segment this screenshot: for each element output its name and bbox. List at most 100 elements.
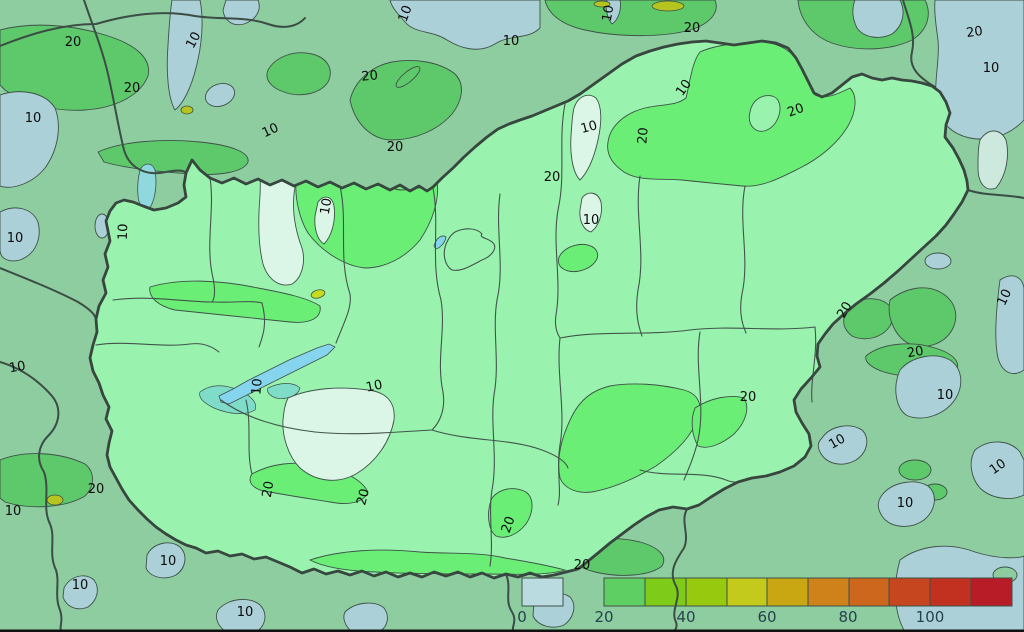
lake-balaton bbox=[218, 343, 336, 405]
county-line bbox=[431, 429, 569, 469]
legend-tick-label: 20 bbox=[594, 608, 613, 626]
contour-label-10: 10 bbox=[937, 388, 954, 403]
legend-box bbox=[766, 577, 809, 607]
contour-label-10: 10 bbox=[7, 231, 24, 246]
contour-label-10: 10 bbox=[5, 504, 22, 519]
contour-label-20: 20 bbox=[544, 170, 561, 185]
contour-region-0-10 bbox=[995, 275, 1024, 374]
contour-region-30-40 bbox=[651, 0, 685, 12]
county-line bbox=[554, 103, 566, 339]
contour-region-0-10 bbox=[389, 0, 541, 50]
contour-region-0-10 bbox=[924, 252, 952, 270]
contour-label-20: 20 bbox=[354, 487, 373, 507]
contour-label-20: 20 bbox=[88, 482, 105, 497]
county-line-budapest bbox=[443, 228, 496, 271]
contour-label-20: 20 bbox=[361, 68, 379, 84]
legend-box bbox=[603, 577, 646, 607]
contour-label-10: 10 bbox=[365, 378, 384, 396]
contour-region-20 bbox=[888, 287, 957, 347]
contour-region-0-10 bbox=[204, 83, 236, 107]
contour-region-20 bbox=[308, 549, 567, 575]
contour-label-10: 10 bbox=[160, 554, 177, 569]
contour-region-0-10 bbox=[877, 481, 935, 527]
contour-region-20 bbox=[898, 459, 932, 481]
border-at-slo bbox=[0, 267, 97, 320]
contour-region-0-10 bbox=[605, 0, 621, 25]
border-hr-srb bbox=[505, 573, 516, 632]
contour-region-0-10 bbox=[579, 192, 602, 233]
legend-tick-label: 80 bbox=[838, 608, 857, 626]
border-at-sk bbox=[83, 0, 187, 175]
contour-region-0-10 bbox=[62, 575, 98, 610]
county-line bbox=[335, 185, 351, 344]
contour-label-20: 20 bbox=[65, 35, 82, 50]
county-line bbox=[95, 342, 220, 353]
contour-label-20: 20 bbox=[906, 344, 925, 362]
contour-label-10: 10 bbox=[826, 431, 848, 452]
contour-label-10: 10 bbox=[237, 605, 254, 620]
county-line bbox=[636, 175, 643, 337]
contour-label-20: 20 bbox=[387, 140, 404, 155]
legend-box bbox=[685, 577, 728, 607]
contour-label-20: 20 bbox=[834, 299, 855, 321]
legend-box bbox=[521, 577, 564, 607]
county-line bbox=[220, 399, 433, 435]
county-line bbox=[557, 337, 563, 506]
county-line bbox=[489, 193, 501, 567]
county-line bbox=[740, 185, 747, 334]
contour-region-30-40 bbox=[46, 494, 64, 506]
contour-region-0-10 bbox=[852, 0, 904, 38]
legend-box bbox=[929, 577, 972, 607]
lake-velence bbox=[433, 235, 447, 250]
contour-region-20 bbox=[395, 66, 421, 88]
contour-label-20: 20 bbox=[574, 558, 591, 573]
legend-colorbar: 0 20 40 60 80 100 bbox=[517, 577, 1013, 626]
contour-labels: 10 10 10 10 10 10 10 10 10 10 10 10 10 10 10 10 10 10 10 10… bbox=[5, 3, 1015, 620]
legend-box bbox=[644, 577, 687, 607]
contour-label-10: 10 bbox=[183, 30, 204, 52]
county-line bbox=[112, 297, 263, 304]
legend-box bbox=[970, 577, 1013, 607]
contour-region-20 bbox=[266, 52, 331, 96]
county-line bbox=[245, 399, 253, 475]
contour-label-20: 20 bbox=[635, 127, 651, 145]
contour-label-10: 10 bbox=[396, 3, 416, 24]
contour-label-20: 20 bbox=[684, 21, 701, 36]
legend-box bbox=[807, 577, 850, 607]
legend-box bbox=[848, 577, 891, 607]
contour-label-10: 10 bbox=[897, 496, 914, 511]
border-slo-hr bbox=[0, 361, 63, 632]
legend-tick-label: 40 bbox=[676, 608, 695, 626]
contour-label-10: 10 bbox=[579, 118, 599, 137]
county-line bbox=[431, 187, 445, 431]
contour-label-20: 20 bbox=[124, 81, 141, 96]
county-line bbox=[559, 326, 816, 339]
county-line bbox=[258, 302, 266, 348]
contour-region-20 bbox=[558, 383, 701, 493]
contour-region-0-10 bbox=[0, 207, 40, 262]
border-cz-sk bbox=[0, 12, 306, 47]
contour-region-0-10 bbox=[215, 599, 266, 632]
contour-label-10: 10 bbox=[600, 4, 618, 23]
contour-region-0-10 bbox=[570, 94, 602, 181]
contour-region-0-10 bbox=[145, 542, 186, 579]
lake-neusiedl bbox=[137, 163, 157, 210]
contour-label-10: 10 bbox=[25, 111, 42, 126]
contour-label-10: 10 bbox=[249, 378, 265, 396]
contour-region-0-10 bbox=[970, 441, 1024, 499]
legend-tick-label: 100 bbox=[916, 608, 945, 626]
border-ua-ro bbox=[967, 189, 1024, 199]
contour-label-20: 20 bbox=[260, 480, 278, 499]
contour-region-0-10 bbox=[895, 355, 962, 419]
county-line bbox=[811, 326, 817, 403]
contour-region-20 bbox=[557, 243, 599, 273]
contour-label-10: 10 bbox=[983, 61, 1000, 76]
contour-region-0-10 bbox=[817, 425, 868, 465]
contour-region-30-40 bbox=[593, 0, 611, 8]
contour-label-20: 20 bbox=[499, 514, 519, 535]
contour-label-20: 20 bbox=[965, 24, 983, 41]
contour-region-30-40 bbox=[180, 105, 194, 115]
contour-region-0-10 bbox=[0, 91, 59, 188]
